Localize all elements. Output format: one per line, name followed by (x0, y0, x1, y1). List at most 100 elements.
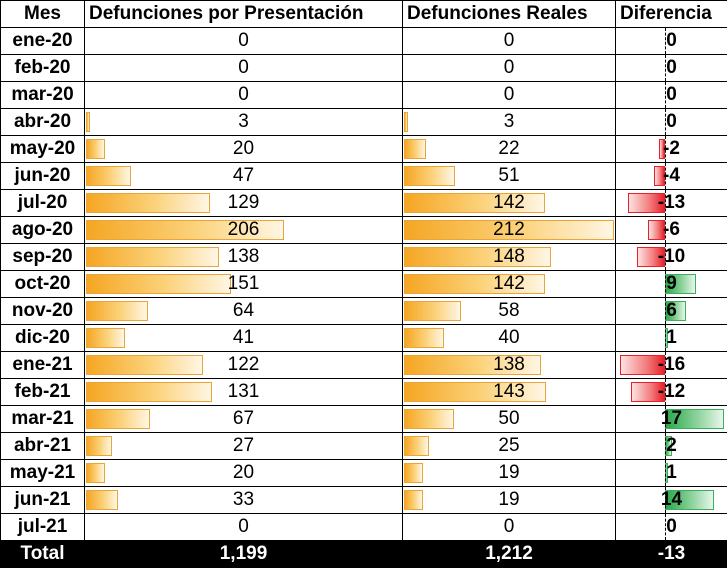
cell-mes[interactable]: sep-20 (1, 244, 85, 271)
cell-diferencia[interactable]: 1 (616, 460, 727, 487)
header-defunciones-reales[interactable]: Defunciones Reales (403, 1, 616, 28)
cell-mes[interactable]: mar-21 (1, 406, 85, 433)
cell-diferencia[interactable]: -4 (616, 163, 727, 190)
cell-reales[interactable]: 51 (403, 163, 616, 190)
cell-diferencia[interactable]: 0 (616, 514, 727, 541)
cell-presentacion[interactable]: 20 (85, 460, 403, 487)
cell-diferencia[interactable]: 2 (616, 433, 727, 460)
cell-mes[interactable]: ene-21 (1, 352, 85, 379)
cell-presentacion[interactable]: 33 (85, 487, 403, 514)
cell-diferencia[interactable]: 14 (616, 487, 727, 514)
cell-mes[interactable]: feb-21 (1, 379, 85, 406)
cell-diferencia[interactable]: -13 (616, 190, 727, 217)
cell-reales[interactable]: 3 (403, 109, 616, 136)
header-defunciones-presentacion[interactable]: Defunciones por Presentación (85, 1, 403, 28)
cell-diferencia[interactable]: 0 (616, 28, 727, 55)
cell-reales[interactable]: 22 (403, 136, 616, 163)
value-reales: 51 (498, 165, 519, 186)
data-bar (86, 301, 148, 321)
cell-presentacion[interactable]: 0 (85, 514, 403, 541)
header-mes[interactable]: Mes (1, 1, 85, 28)
data-bar (404, 166, 455, 186)
cell-reales[interactable]: 148 (403, 244, 616, 271)
cell-presentacion[interactable]: 0 (85, 82, 403, 109)
cell-reales[interactable]: 0 (403, 28, 616, 55)
cell-mes[interactable]: jul-20 (1, 190, 85, 217)
cell-mes[interactable]: mar-20 (1, 82, 85, 109)
cell-presentacion[interactable]: 41 (85, 325, 403, 352)
cell-diferencia[interactable]: 0 (616, 55, 727, 82)
cell-reales[interactable]: 40 (403, 325, 616, 352)
cell-presentacion[interactable]: 20 (85, 136, 403, 163)
cell-mes[interactable]: jun-20 (1, 163, 85, 190)
value-diferencia: 1 (666, 462, 677, 483)
cell-reales[interactable]: 0 (403, 55, 616, 82)
cell-presentacion[interactable]: 27 (85, 433, 403, 460)
cell-diferencia[interactable]: 6 (616, 298, 727, 325)
cell-reales[interactable]: 142 (403, 271, 616, 298)
cell-diferencia[interactable]: -12 (616, 379, 727, 406)
cell-presentacion[interactable]: 67 (85, 406, 403, 433)
cell-reales[interactable]: 212 (403, 217, 616, 244)
cell-presentacion[interactable]: 206 (85, 217, 403, 244)
cell-reales[interactable]: 50 (403, 406, 616, 433)
cell-reales[interactable]: 138 (403, 352, 616, 379)
cell-presentacion[interactable]: 0 (85, 28, 403, 55)
cell-presentacion[interactable]: 122 (85, 352, 403, 379)
cell-presentacion[interactable]: 129 (85, 190, 403, 217)
cell-diferencia[interactable]: 17 (616, 406, 727, 433)
total-label[interactable]: Total (1, 541, 85, 568)
cell-mes[interactable]: oct-20 (1, 271, 85, 298)
cell-presentacion[interactable]: 3 (85, 109, 403, 136)
cell-mes[interactable]: jun-21 (1, 487, 85, 514)
value-reales: 0 (504, 516, 515, 537)
cell-mes[interactable]: ago-20 (1, 217, 85, 244)
value-reales: 19 (498, 462, 519, 483)
total-presentacion[interactable]: 1,199 (85, 541, 403, 568)
cell-presentacion[interactable]: 151 (85, 271, 403, 298)
value-presentacion: 20 (233, 462, 254, 483)
cell-reales[interactable]: 25 (403, 433, 616, 460)
cell-reales[interactable]: 143 (403, 379, 616, 406)
cell-mes[interactable]: feb-20 (1, 55, 85, 82)
data-bar (86, 166, 131, 186)
cell-mes[interactable]: may-20 (1, 136, 85, 163)
cell-mes[interactable]: jul-21 (1, 514, 85, 541)
cell-presentacion[interactable]: 64 (85, 298, 403, 325)
cell-presentacion[interactable]: 131 (85, 379, 403, 406)
cell-reales[interactable]: 19 (403, 487, 616, 514)
cell-mes[interactable]: ene-20 (1, 28, 85, 55)
cell-presentacion[interactable]: 138 (85, 244, 403, 271)
cell-diferencia[interactable]: -2 (616, 136, 727, 163)
total-diferencia[interactable]: -13 (616, 541, 727, 568)
value-reales: 0 (504, 84, 515, 105)
cell-diferencia[interactable]: 0 (616, 109, 727, 136)
cell-diferencia[interactable]: -6 (616, 217, 727, 244)
cell-diferencia[interactable]: 0 (616, 82, 727, 109)
data-bar (86, 328, 125, 348)
value-diferencia: 17 (661, 408, 682, 429)
cell-mes[interactable]: abr-21 (1, 433, 85, 460)
cell-mes[interactable]: may-21 (1, 460, 85, 487)
cell-diferencia[interactable]: -10 (616, 244, 727, 271)
cell-reales[interactable]: 19 (403, 460, 616, 487)
cell-reales[interactable]: 0 (403, 82, 616, 109)
cell-mes[interactable]: dic-20 (1, 325, 85, 352)
cell-mes[interactable]: abr-20 (1, 109, 85, 136)
cell-reales[interactable]: 58 (403, 298, 616, 325)
value-presentacion: 64 (233, 300, 254, 321)
data-bar (86, 436, 112, 456)
cell-reales[interactable]: 0 (403, 514, 616, 541)
cell-diferencia[interactable]: 1 (616, 325, 727, 352)
cell-reales[interactable]: 142 (403, 190, 616, 217)
cell-diferencia[interactable]: -16 (616, 352, 727, 379)
cell-diferencia[interactable]: 9 (616, 271, 727, 298)
header-row: Mes Defunciones por Presentación Defunci… (1, 1, 727, 28)
cell-presentacion[interactable]: 0 (85, 55, 403, 82)
header-diferencia[interactable]: Diferencia (616, 1, 727, 28)
cell-mes[interactable]: nov-20 (1, 298, 85, 325)
cell-presentacion[interactable]: 47 (85, 163, 403, 190)
total-reales[interactable]: 1,212 (403, 541, 616, 568)
